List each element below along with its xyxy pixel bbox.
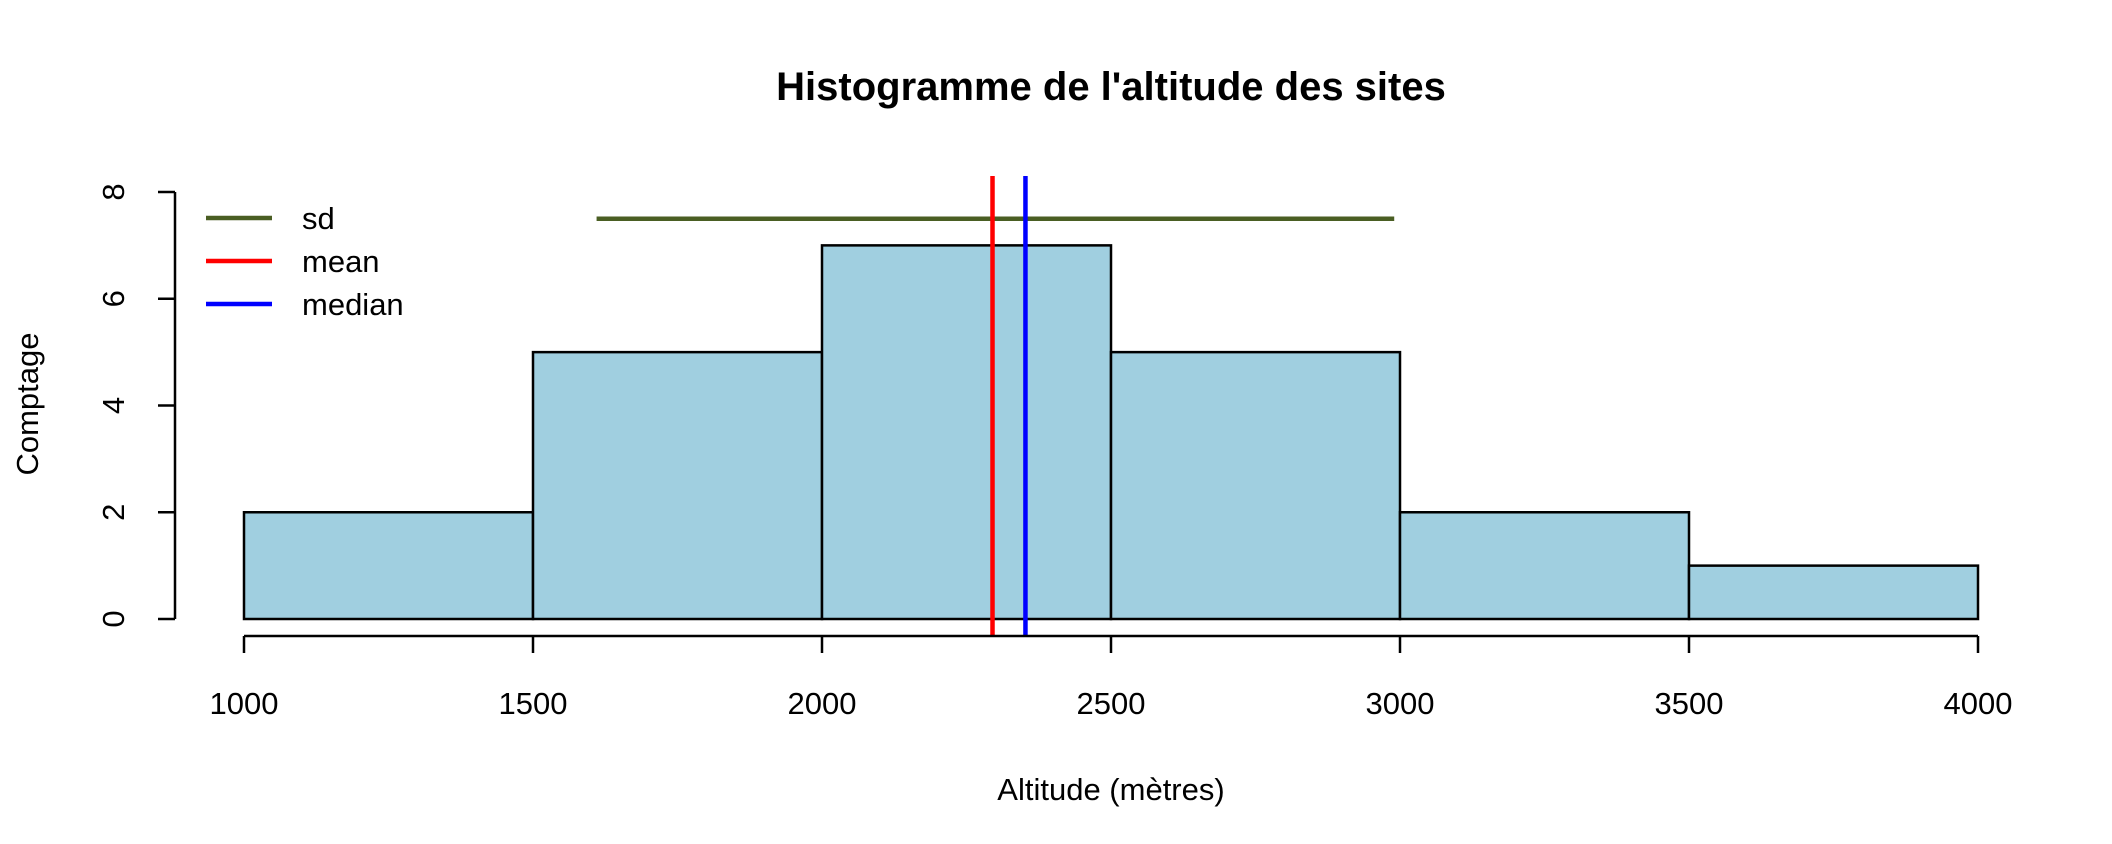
x-tick-label: 3500	[1655, 686, 1724, 721]
histogram-bar	[1398, 511, 1691, 621]
histogram-bar	[1687, 564, 1980, 621]
x-tick-label: 1000	[210, 686, 279, 721]
y-axis-title: Comptage	[10, 332, 45, 475]
bars-group	[242, 244, 1980, 621]
y-tick-label: 0	[96, 610, 131, 627]
x-axis: 1000 1500 2000 2500 3000 3500 4000	[210, 634, 2013, 721]
chart-title: Histogramme de l'altitude des sites	[776, 65, 1446, 109]
legend: sd mean median	[206, 201, 404, 322]
legend-label: sd	[302, 201, 335, 236]
x-axis-title: Altitude (mètres)	[997, 772, 1224, 807]
histogram-bar	[531, 350, 824, 621]
histogram-bar	[820, 244, 1113, 621]
x-tick-label: 4000	[1944, 686, 2013, 721]
x-tick-label: 2000	[788, 686, 857, 721]
x-tick-label: 1500	[499, 686, 568, 721]
histogram-bar	[1109, 350, 1402, 621]
legend-label: mean	[302, 244, 380, 279]
x-tick-label: 2500	[1077, 686, 1146, 721]
x-tick-label: 3000	[1366, 686, 1435, 721]
legend-label: median	[302, 287, 404, 322]
reference-lines-group	[596, 176, 1395, 636]
y-axis: 0 2 4 6 8	[96, 183, 177, 628]
y-tick-label: 4	[96, 397, 131, 414]
y-tick-label: 8	[96, 183, 131, 200]
histogram-bar	[242, 511, 535, 621]
y-tick-label: 2	[96, 504, 131, 521]
y-tick-label: 6	[96, 290, 131, 307]
